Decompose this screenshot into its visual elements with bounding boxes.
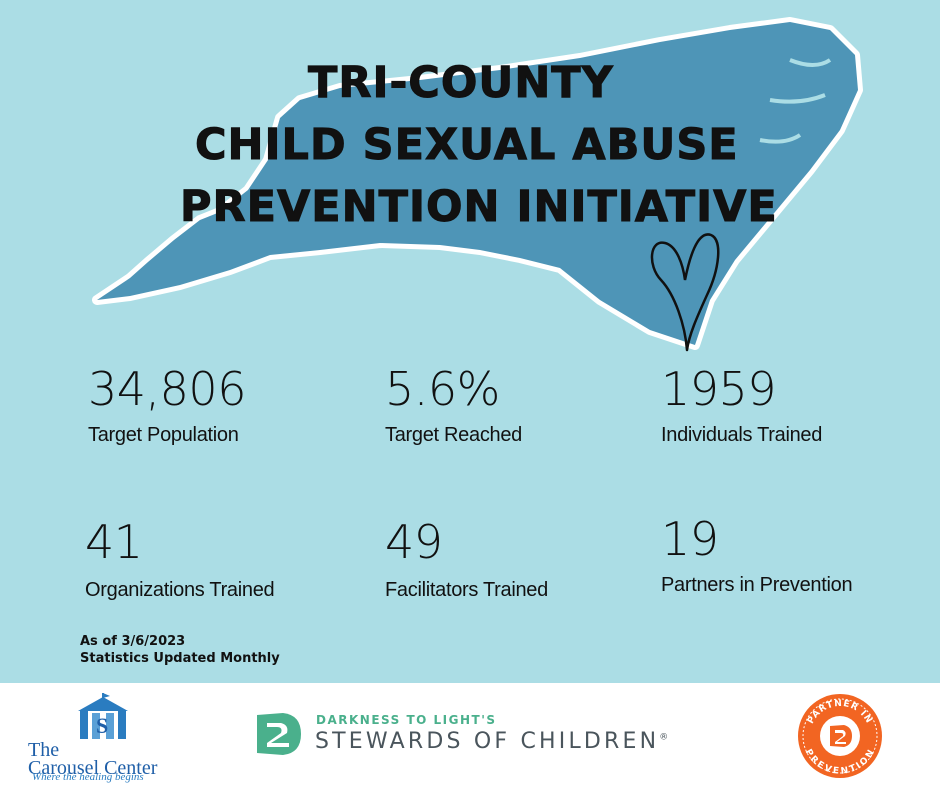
stat-value: 49: [385, 515, 443, 569]
stat-individuals-trained: 1959 Individuals Trained: [661, 364, 822, 448]
registered-mark: ®: [659, 732, 669, 743]
as-of-date: As of 3/6/2023: [80, 634, 186, 649]
d2l-line-2: STEWARDS OF CHILDREN®: [315, 729, 668, 754]
stat-facilitators-trained: 49 Facilitators Trained: [385, 517, 548, 603]
heart-icon: [650, 233, 720, 352]
d2l-icon: [257, 713, 301, 755]
stat-value: 19: [661, 512, 719, 566]
stat-target-population: 34,806 Target Population: [88, 364, 246, 448]
d2l-line-1: DARKNESS TO LIGHT'S: [316, 713, 497, 727]
stat-organizations-trained: 41 Organizations Trained: [85, 515, 275, 603]
carousel-name: The Carousel Center: [28, 739, 158, 779]
stat-label: Partners in Prevention: [661, 574, 853, 596]
stat-label: Individuals Trained: [661, 424, 823, 446]
stat-target-reached: 5.6% Target Reached: [385, 364, 522, 448]
d2l-line-2-text: STEWARDS OF CHILDREN: [315, 729, 660, 754]
title-line-3: PREVENTION INITIATIVE: [180, 182, 778, 233]
stat-label: Target Reached: [385, 424, 523, 446]
carousel-icon: S: [78, 693, 128, 739]
d2l-stewards-logo[interactable]: DARKNESS TO LIGHT'S STEWARDS OF CHILDREN…: [253, 709, 723, 759]
svg-text:S: S: [96, 713, 108, 738]
page-title: TRI-COUNTY CHILD SEXUAL ABUSE PREVENTION…: [150, 52, 810, 238]
stat-value: 1959: [661, 362, 777, 416]
title-line-2: CHILD SEXUAL ABUSE: [195, 120, 739, 171]
stat-label: Target Population: [88, 424, 239, 446]
carousel-name-line-1: The: [28, 739, 60, 761]
stat-value: 41: [85, 515, 143, 569]
update-note: As of 3/6/2023 Statistics Updated Monthl…: [80, 633, 280, 667]
stat-partners-in-prevention: 19 Partners in Prevention: [661, 512, 853, 598]
stat-label: Facilitators Trained: [385, 579, 548, 601]
update-frequency: Statistics Updated Monthly: [80, 651, 280, 666]
partner-in-prevention-badge-icon[interactable]: PARTNER IN PREVENTION: [796, 692, 884, 780]
carousel-center-logo[interactable]: S The Carousel Center Where the healing …: [28, 693, 178, 783]
carousel-tagline: Where the healing begins: [32, 771, 144, 783]
stat-value: 34,806: [88, 362, 246, 416]
footer-logos: S The Carousel Center Where the healing …: [0, 683, 940, 788]
north-carolina-map-icon: [92, 17, 863, 350]
stat-value: 5.6%: [385, 362, 500, 416]
title-line-1: TRI-COUNTY: [308, 58, 614, 109]
stat-label: Organizations Trained: [85, 579, 275, 601]
carousel-name-line-2: Carousel Center: [28, 757, 158, 779]
